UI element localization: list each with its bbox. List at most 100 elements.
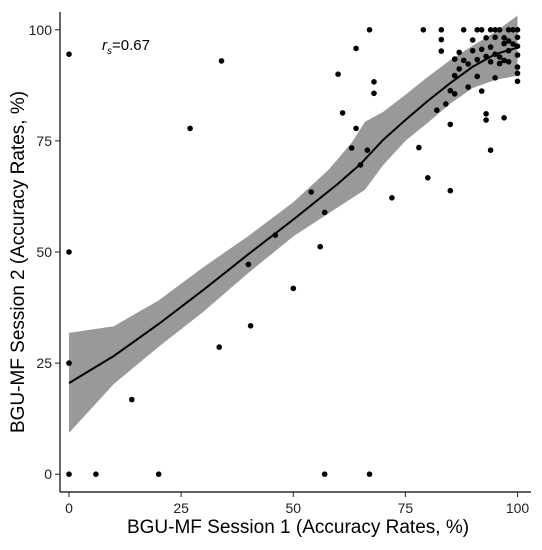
data-point bbox=[335, 71, 341, 77]
data-point bbox=[496, 60, 503, 67]
data-point bbox=[357, 162, 364, 168]
data-point bbox=[510, 41, 516, 47]
data-point bbox=[321, 471, 328, 478]
data-point bbox=[371, 90, 377, 97]
data-point bbox=[483, 111, 489, 117]
data-point bbox=[487, 44, 494, 50]
data-point bbox=[366, 27, 373, 33]
data-point bbox=[353, 125, 359, 132]
data-point bbox=[425, 175, 431, 181]
data-point bbox=[483, 117, 489, 123]
data-point bbox=[187, 125, 193, 132]
data-point bbox=[496, 54, 503, 60]
data-point bbox=[66, 249, 72, 255]
data-point bbox=[514, 70, 521, 77]
data-point bbox=[371, 79, 377, 85]
y-tick-label: 0 bbox=[44, 466, 52, 482]
y-tick-label: 75 bbox=[36, 133, 52, 149]
x-tick-label: 0 bbox=[65, 500, 73, 516]
data-point bbox=[505, 27, 512, 33]
data-point bbox=[321, 209, 328, 216]
data-point bbox=[496, 27, 503, 33]
data-point bbox=[438, 27, 445, 33]
correlation-symbol: r bbox=[102, 37, 108, 54]
data-point bbox=[443, 101, 449, 107]
data-point bbox=[474, 73, 481, 80]
data-point bbox=[483, 53, 489, 60]
data-point bbox=[216, 344, 222, 350]
data-point bbox=[514, 52, 521, 58]
data-point bbox=[438, 36, 445, 43]
data-point bbox=[478, 88, 485, 94]
plot-area bbox=[66, 15, 521, 478]
ticks: 0 25 50 75 100 0 25 50 75 100 bbox=[29, 22, 530, 516]
data-point bbox=[247, 323, 254, 329]
data-point bbox=[501, 57, 507, 64]
data-point bbox=[456, 66, 463, 72]
data-point bbox=[353, 45, 359, 52]
data-point bbox=[460, 57, 467, 64]
data-point bbox=[492, 75, 498, 81]
data-point bbox=[290, 285, 297, 292]
data-point bbox=[447, 87, 454, 94]
data-point bbox=[434, 107, 440, 113]
data-point bbox=[451, 91, 458, 97]
y-tick-label: 100 bbox=[29, 22, 53, 38]
data-point bbox=[492, 27, 498, 33]
data-point bbox=[483, 35, 489, 41]
data-point bbox=[505, 38, 512, 44]
data-point bbox=[339, 110, 346, 116]
x-axis-title: BGU-MF Session 1 (Accuracy Rates, %) bbox=[127, 517, 469, 538]
x-tick-label: 50 bbox=[285, 500, 301, 516]
data-point bbox=[514, 78, 521, 85]
data-point bbox=[487, 27, 494, 33]
data-point bbox=[66, 360, 72, 366]
data-point bbox=[465, 84, 472, 90]
data-point bbox=[514, 43, 521, 49]
data-point bbox=[474, 27, 481, 33]
data-point bbox=[451, 56, 458, 62]
data-point bbox=[469, 37, 476, 43]
data-point bbox=[474, 56, 481, 63]
data-point bbox=[155, 471, 162, 478]
confidence-band bbox=[69, 15, 518, 433]
y-tick-label: 25 bbox=[36, 355, 52, 371]
data-point bbox=[514, 27, 521, 33]
data-point bbox=[487, 59, 494, 65]
data-point bbox=[129, 396, 135, 403]
data-point bbox=[451, 72, 458, 79]
data-point bbox=[420, 27, 427, 33]
data-point bbox=[218, 58, 225, 64]
data-point bbox=[416, 144, 422, 151]
correlation-annotation: rs=0.67 bbox=[102, 37, 150, 57]
data-point bbox=[510, 27, 516, 33]
x-tick-label: 75 bbox=[398, 500, 414, 516]
data-point bbox=[308, 189, 315, 195]
data-point bbox=[505, 59, 512, 65]
data-point bbox=[505, 47, 512, 54]
data-point bbox=[93, 471, 99, 478]
data-point bbox=[514, 34, 521, 41]
data-point bbox=[465, 61, 472, 67]
y-tick-label: 50 bbox=[36, 244, 52, 260]
correlation-subscript: s bbox=[107, 46, 112, 57]
data-point bbox=[348, 145, 355, 151]
data-point bbox=[438, 48, 445, 54]
data-point bbox=[447, 187, 454, 194]
data-point bbox=[514, 64, 521, 70]
data-point bbox=[492, 34, 498, 41]
data-point bbox=[487, 147, 494, 153]
data-point bbox=[66, 471, 72, 478]
x-tick-label: 25 bbox=[173, 500, 189, 516]
data-point bbox=[456, 49, 463, 56]
data-point bbox=[66, 51, 72, 57]
data-point bbox=[492, 51, 498, 57]
data-point bbox=[447, 121, 454, 128]
data-point bbox=[364, 147, 371, 153]
data-point bbox=[501, 40, 507, 47]
data-point bbox=[501, 115, 507, 121]
y-axis-title: BGU-MF Session 2 (Accuracy Rates, %) bbox=[8, 91, 29, 433]
data-point bbox=[501, 35, 507, 41]
data-point bbox=[460, 27, 467, 33]
